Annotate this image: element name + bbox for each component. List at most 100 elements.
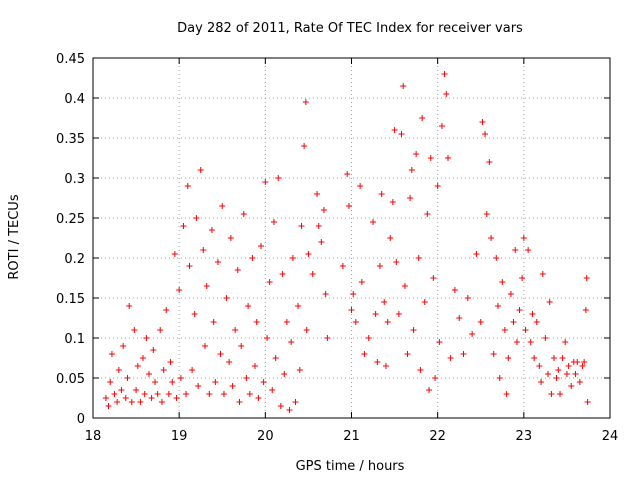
data-point: [277, 403, 284, 409]
x-tick-label: 22: [429, 429, 446, 444]
data-point: [381, 299, 388, 305]
data-point: [389, 199, 396, 205]
data-point: [243, 375, 250, 381]
data-point: [107, 379, 114, 385]
data-point: [430, 275, 437, 281]
data-point: [171, 251, 178, 257]
data-point: [148, 395, 155, 401]
data-point: [245, 303, 252, 309]
data-point: [505, 355, 512, 361]
data-point: [251, 363, 258, 369]
data-point: [544, 371, 551, 377]
data-point: [358, 279, 365, 285]
data-point: [169, 379, 176, 385]
data-point: [191, 311, 198, 317]
data-point: [126, 303, 133, 309]
data-point: [303, 327, 310, 333]
data-point: [120, 343, 127, 349]
data-point: [395, 311, 402, 317]
data-point: [208, 227, 215, 233]
data-point: [275, 175, 282, 181]
data-point: [320, 207, 327, 213]
data-point: [376, 263, 383, 269]
data-point: [529, 311, 536, 317]
data-point: [286, 407, 293, 413]
data-point: [539, 271, 546, 277]
data-point: [143, 335, 150, 341]
data-point: [370, 219, 377, 225]
data-point: [220, 391, 227, 397]
data-point: [464, 295, 471, 301]
data-point: [538, 379, 545, 385]
x-tick-label: 21: [343, 429, 360, 444]
data-point: [576, 379, 583, 385]
y-tick-label: 0.1: [64, 332, 85, 347]
data-point: [345, 203, 352, 209]
data-point: [124, 375, 131, 381]
data-point: [288, 339, 295, 345]
data-point: [557, 391, 564, 397]
data-point: [447, 355, 454, 361]
x-tick-label: 19: [171, 429, 188, 444]
data-point: [238, 343, 245, 349]
data-point: [432, 375, 439, 381]
data-point: [137, 399, 144, 405]
x-axis-label: GPS time / hours: [296, 459, 405, 474]
data-point: [141, 391, 148, 397]
data-point: [152, 379, 159, 385]
data-point: [391, 127, 398, 133]
data-point: [460, 351, 467, 357]
data-point: [436, 339, 443, 345]
data-point: [486, 159, 493, 165]
data-point: [249, 255, 256, 261]
data-point: [451, 287, 458, 293]
data-point: [443, 91, 450, 97]
data-point: [262, 179, 269, 185]
x-tick-label: 23: [516, 429, 533, 444]
data-point: [255, 395, 262, 401]
y-tick-label: 0.15: [56, 292, 85, 307]
data-point: [568, 383, 575, 389]
data-point: [512, 247, 519, 253]
data-point: [219, 203, 226, 209]
data-point: [438, 123, 445, 129]
data-point: [513, 339, 520, 345]
data-point: [421, 299, 428, 305]
data-point: [301, 143, 308, 149]
data-point: [266, 279, 273, 285]
data-point: [131, 327, 138, 333]
axis-ticks: 18 19 20 21 22 23 24 0 0.05 0.1 0.15 0.2 0.25 0.3 0.35…: [56, 52, 618, 444]
data-point: [315, 223, 322, 229]
data-point: [387, 235, 394, 241]
data-point: [384, 319, 391, 325]
data-point: [582, 307, 589, 313]
data-point: [195, 383, 202, 389]
data-point: [157, 327, 164, 333]
data-point: [146, 371, 153, 377]
data-point: [240, 211, 247, 217]
data-point: [525, 247, 532, 253]
data-point: [206, 391, 213, 397]
data-point: [417, 367, 424, 373]
data-point: [133, 387, 140, 393]
data-point: [507, 291, 514, 297]
data-point: [562, 339, 569, 345]
data-point: [246, 391, 253, 397]
data-point: [382, 363, 389, 369]
y-tick-label: 0.45: [56, 52, 85, 67]
y-tick-label: 0.05: [56, 372, 85, 387]
data-point: [283, 319, 290, 325]
data-point: [415, 255, 422, 261]
data-point: [212, 379, 219, 385]
data-point: [214, 259, 221, 265]
data-point: [102, 395, 109, 401]
data-point: [309, 271, 316, 277]
data-point: [183, 391, 190, 397]
data-point: [361, 351, 368, 357]
data-point: [234, 267, 241, 273]
data-point: [105, 403, 112, 409]
data-point: [584, 399, 591, 405]
data-point: [494, 303, 501, 309]
data-point: [419, 115, 426, 121]
